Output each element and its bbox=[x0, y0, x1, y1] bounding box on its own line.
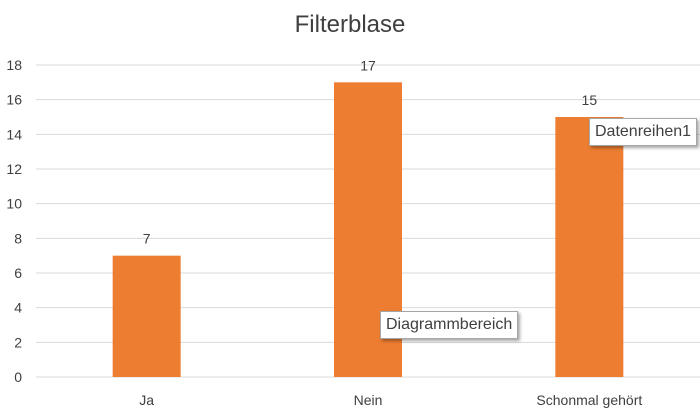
data-labels: 7 17 15 bbox=[143, 57, 598, 246]
y-tick-label: 8 bbox=[14, 230, 22, 246]
chart-title: Filterblase bbox=[295, 11, 406, 38]
y-tick-label: 4 bbox=[14, 300, 22, 316]
series-tooltip: Datenreihen1 bbox=[589, 118, 698, 146]
bar-ja[interactable] bbox=[112, 255, 181, 377]
x-category-label: Ja bbox=[139, 392, 154, 408]
bar-schonmal-gehört[interactable] bbox=[555, 117, 624, 377]
x-category-label: Schonmal gehört bbox=[536, 392, 642, 408]
x-category-label: Nein bbox=[354, 392, 383, 408]
data-label: 15 bbox=[582, 92, 598, 108]
y-tick-label: 10 bbox=[6, 196, 22, 212]
bar-series[interactable] bbox=[112, 82, 624, 377]
y-tick-label: 14 bbox=[6, 126, 22, 142]
y-tick-label: 12 bbox=[6, 161, 22, 177]
y-tick-label: 2 bbox=[14, 334, 22, 350]
y-tick-label: 18 bbox=[6, 57, 22, 73]
data-label: 7 bbox=[143, 231, 151, 247]
data-label: 17 bbox=[360, 57, 376, 73]
y-tick-label: 6 bbox=[14, 265, 22, 281]
x-axis: Ja Nein Schonmal gehört bbox=[139, 392, 642, 408]
y-tick-label: 0 bbox=[14, 369, 22, 385]
y-axis: 0 2 4 6 8 10 12 14 16 18 bbox=[6, 57, 22, 385]
plot-area-tooltip: Diagrammbereich bbox=[380, 311, 519, 339]
y-tick-label: 16 bbox=[6, 92, 22, 108]
